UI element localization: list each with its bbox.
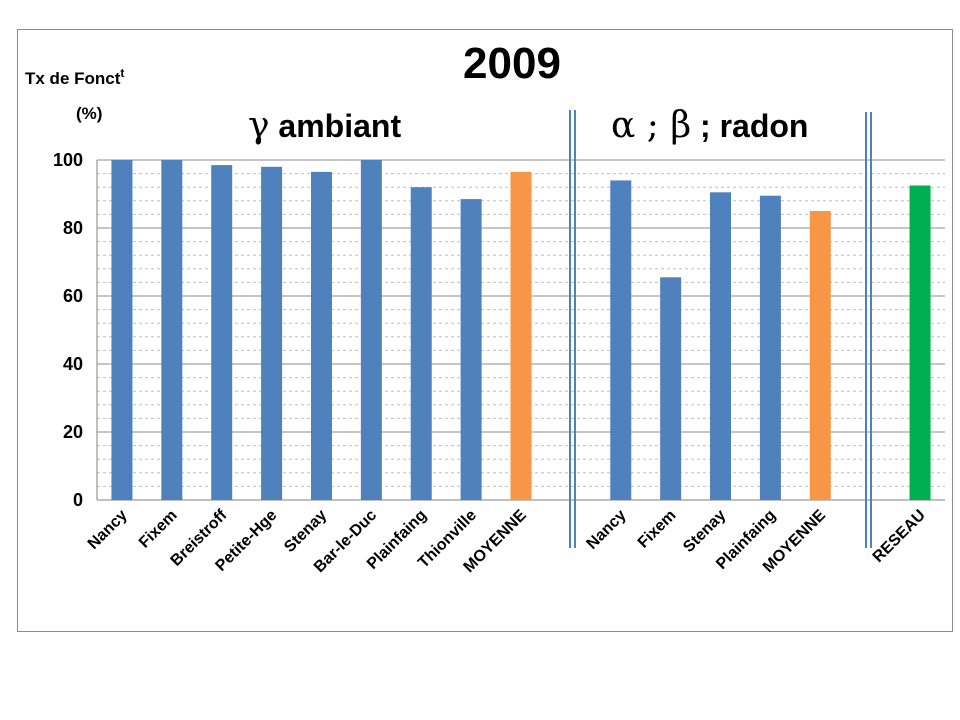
group-label-alpha-beta-radon: α ; β ; radon [611, 105, 808, 146]
bar [610, 180, 632, 500]
x-tick-label: Nancy [85, 507, 131, 553]
bar [161, 160, 183, 500]
x-tick-label: Stenay [680, 507, 729, 556]
y-tick-labels: 0 20 40 60 80 100 [53, 150, 83, 510]
bar [211, 165, 233, 500]
x-tick-label: Fixem [136, 507, 181, 552]
bar [360, 160, 382, 500]
x-tick-label: RESEAU [870, 507, 929, 566]
bar [510, 171, 532, 500]
y-tick-label: 40 [63, 354, 83, 374]
x-tick-label: Nancy [584, 507, 630, 553]
bars [111, 160, 931, 501]
bar [710, 192, 732, 501]
bar [310, 171, 332, 500]
bar [410, 187, 432, 500]
y-tick-label: 80 [63, 218, 83, 238]
y-tick-label: 20 [63, 422, 83, 442]
y-axis-unit: (%) [76, 104, 102, 123]
bar [111, 160, 133, 500]
x-tick-label: Stenay [281, 507, 330, 556]
bar [909, 185, 931, 500]
bar [759, 195, 781, 500]
bar [460, 199, 482, 500]
chart-frame [17, 29, 953, 632]
x-tick-label: Fixem [635, 507, 680, 552]
chart-title: 2009 [463, 39, 561, 88]
y-tick-label: 100 [53, 150, 83, 170]
y-axis-label: Tx de Fonctt [25, 66, 124, 88]
bar [261, 166, 283, 501]
y-tick-label: 60 [63, 286, 83, 306]
group-label-gamma: γ ambiant [248, 105, 401, 146]
y-tick-label: 0 [73, 490, 83, 510]
separator-2 [865, 112, 872, 548]
separator-1 [569, 110, 576, 548]
bar [809, 211, 831, 500]
bar [660, 277, 682, 500]
